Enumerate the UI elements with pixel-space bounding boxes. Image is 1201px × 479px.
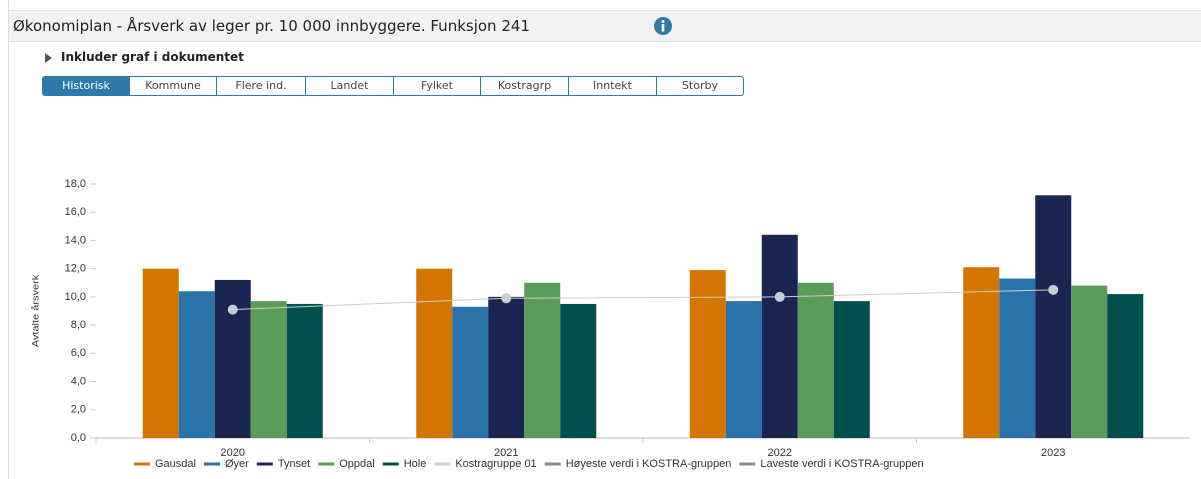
- tab[interactable]: Kostragrp: [481, 77, 569, 95]
- bar: [142, 268, 179, 438]
- legend-label: Laveste verdi i KOSTRA-gruppen: [760, 458, 923, 470]
- bar: [214, 279, 251, 438]
- tab[interactable]: Kommune: [130, 77, 217, 95]
- bar: [488, 296, 525, 438]
- line: [232, 289, 1054, 311]
- tab[interactable]: Historisk: [43, 77, 130, 95]
- tab[interactable]: Inntekt: [569, 77, 657, 95]
- bar: [1071, 285, 1108, 438]
- bar: [178, 291, 215, 438]
- toggle-label: Inkluder graf i dokumentet: [61, 50, 244, 64]
- tab[interactable]: Flere ind.: [217, 77, 306, 95]
- line-point: [774, 291, 785, 302]
- y-tick-label: 2,0: [71, 404, 86, 416]
- bar: [286, 303, 323, 438]
- legend-label: Kostragruppe 01: [455, 458, 536, 470]
- bar: [833, 301, 870, 438]
- y-tick-label: 18,0: [65, 178, 86, 190]
- bar: [689, 270, 726, 438]
- legend-label: Høyeste verdi i KOSTRA-gruppen: [566, 458, 732, 470]
- bar: [524, 282, 561, 438]
- panel: Økonomiplan - Årsverk av leger pr. 10 00…: [8, 0, 1201, 479]
- bar: [797, 282, 834, 438]
- bar: [1107, 294, 1144, 438]
- include-toggle[interactable]: Inkluder graf i dokumentet: [45, 50, 244, 64]
- x-tick-label: 2020: [221, 447, 245, 459]
- tab-bar: Historisk Kommune Flere ind. Landet Fylket Ko…: [42, 76, 744, 96]
- header: Økonomiplan - Årsverk av leger pr. 10 00…: [9, 10, 1201, 42]
- bar: [1035, 195, 1072, 438]
- bar: [560, 303, 597, 438]
- bar: [725, 301, 762, 438]
- legend-label: Oppdal: [339, 458, 374, 470]
- y-tick-label: 14,0: [65, 234, 86, 246]
- legend-label: Hole: [404, 458, 427, 470]
- line-point: [227, 304, 238, 315]
- tab[interactable]: Landet: [306, 77, 394, 95]
- y-tick-label: 4,0: [71, 375, 86, 387]
- y-tick-label: 8,0: [71, 319, 86, 331]
- y-tick-label: 6,0: [71, 347, 86, 359]
- x-tick-label: 2022: [768, 447, 792, 459]
- y-tick-label: 16,0: [65, 206, 86, 218]
- toggle-arrow: [45, 52, 52, 63]
- y-axis-label: Avtalte årsverk: [31, 275, 41, 348]
- header-title: Økonomiplan - Årsverk av leger pr. 10 00…: [13, 17, 530, 35]
- legend-label: Tynset: [278, 458, 310, 470]
- tab[interactable]: Storby: [681, 79, 719, 92]
- bar: [761, 234, 798, 438]
- info-icon[interactable]: [653, 16, 673, 36]
- bar: [999, 278, 1036, 438]
- tab[interactable]: Fylket: [394, 77, 481, 95]
- y-tick-label: 0,0: [71, 432, 86, 444]
- bar: [416, 268, 453, 438]
- line-point: [1048, 284, 1059, 295]
- y-tick-label: 12,0: [65, 263, 86, 275]
- legend-label: Gausdal: [155, 458, 196, 470]
- bar: [963, 267, 1000, 438]
- bar: [250, 301, 287, 438]
- y-tick-label: 10,0: [65, 291, 86, 303]
- x-tick-label: 2023: [1041, 447, 1065, 459]
- legend-label: Øyer: [225, 458, 249, 470]
- bar: [452, 306, 489, 438]
- line-point: [501, 293, 512, 304]
- x-tick-label: 2021: [494, 447, 518, 459]
